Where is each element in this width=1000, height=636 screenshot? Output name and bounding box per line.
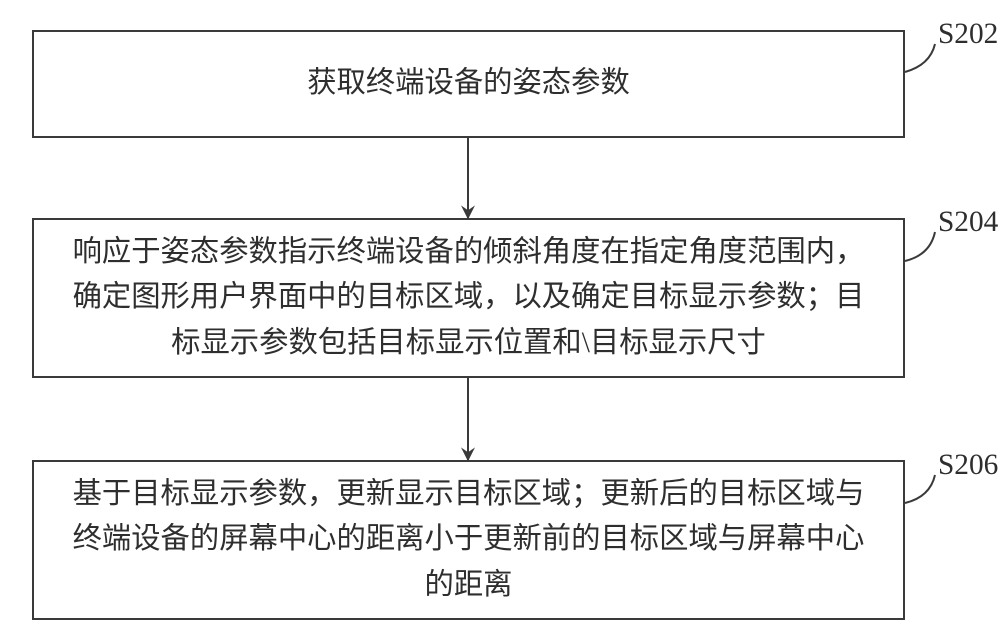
step-label-text: S204 bbox=[938, 206, 998, 238]
flowchart-canvas: 获取终端设备的姿态参数 S202 响应于姿态参数指示终端设备的倾斜角度在指定角度… bbox=[0, 0, 1000, 636]
flow-node-text: 基于目标显示参数，更新显示目标区域；更新后的目标区域与终端设备的屏幕中心的距离小… bbox=[64, 472, 873, 608]
flow-node-text: 获取终端设备的姿态参数 bbox=[307, 61, 630, 106]
flow-node-text: 响应于姿态参数指示终端设备的倾斜角度在指定角度范围内，确定图形用户界面中的目标区… bbox=[64, 230, 873, 366]
flow-node-s202: 获取终端设备的姿态参数 bbox=[32, 30, 905, 138]
flow-node-s204: 响应于姿态参数指示终端设备的倾斜角度在指定角度范围内，确定图形用户界面中的目标区… bbox=[32, 218, 905, 378]
step-label-s206: S206 bbox=[938, 449, 998, 482]
step-label-s202: S202 bbox=[938, 18, 998, 51]
step-label-text: S206 bbox=[938, 449, 998, 481]
flow-node-s206: 基于目标显示参数，更新显示目标区域；更新后的目标区域与终端设备的屏幕中心的距离小… bbox=[32, 460, 905, 620]
step-label-text: S202 bbox=[938, 18, 998, 50]
step-label-s204: S204 bbox=[938, 206, 998, 239]
